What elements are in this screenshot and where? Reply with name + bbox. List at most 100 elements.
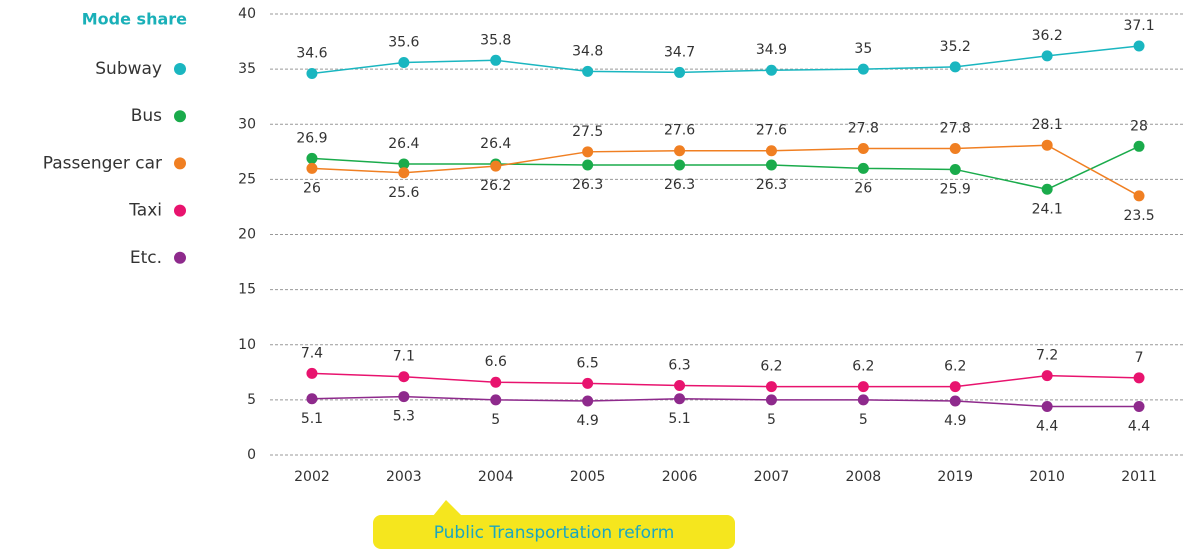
point [490,54,502,66]
y-tick-label: 40 [238,6,256,22]
legend-marker [174,251,186,264]
annotation-pointer [433,500,462,516]
y-tick-label: 5 [247,392,256,408]
data-label: 37.1 [1123,18,1154,34]
point [765,394,777,406]
legend-marker [174,63,186,75]
data-label: 35.8 [480,32,511,48]
data-label: 5.1 [301,411,323,427]
line [311,395,1140,408]
point [765,145,777,157]
point [765,381,777,393]
x-tick-label: 2004 [478,469,514,485]
x-tick-label: 2006 [662,469,698,485]
legend-marker [174,110,186,123]
point [398,167,410,179]
point [765,64,777,76]
point [674,66,686,78]
data-label: 26 [854,180,872,196]
point [857,381,869,393]
data-label: 5 [859,412,868,428]
y-tick-label: 25 [238,171,256,187]
legend-label: Subway [95,59,162,79]
data-label: 26.3 [664,177,695,193]
x-tick-label: 2011 [1121,469,1157,485]
x-tick-label: 2008 [846,469,882,485]
data-label: 34.7 [664,44,695,60]
data-label: 6.2 [760,359,782,375]
data-label: 34.9 [756,42,787,58]
point [1041,370,1053,382]
point [582,395,594,407]
point [674,159,686,171]
data-label: 6.3 [668,358,690,374]
point [582,377,594,389]
data-label: 26 [303,180,321,196]
data-label: 5 [491,412,500,428]
data-label: 6.5 [577,355,599,371]
point [490,394,502,406]
point [306,367,318,379]
point [674,145,686,157]
data-label: 26.2 [480,178,511,194]
data-label: 26.3 [572,177,603,193]
data-label: 7.2 [1036,348,1058,364]
data-label: 7.1 [393,349,415,365]
data-label: 5 [767,412,776,428]
point [398,158,410,170]
y-tick-label: 35 [238,61,256,77]
point [1041,183,1053,195]
point [1041,400,1053,412]
annotation: Public Transportation reform [434,523,675,543]
data-label: 27.6 [756,123,787,139]
line [311,145,1140,191]
x-tick-label: 2019 [937,469,973,485]
y-tick-label: 20 [238,227,256,243]
point [1041,139,1053,151]
point [306,152,318,164]
data-label: 35.6 [388,35,419,51]
data-label: 4.9 [577,413,599,429]
data-label: 25.6 [388,185,419,201]
legend-label: Etc. [130,248,162,268]
data-label: 36.2 [1032,28,1063,44]
data-label: 27.8 [848,121,879,137]
point [582,65,594,77]
point [1133,190,1145,202]
data-label: 7 [1135,350,1144,366]
data-label: 5.3 [393,409,415,425]
point [1133,372,1145,384]
data-label: 4.9 [944,413,966,429]
y-tick-label: 0 [247,447,256,463]
point [306,162,318,174]
point [949,143,961,155]
y-tick-label: 15 [238,282,256,298]
data-label: 4.4 [1036,418,1058,434]
data-label: 35 [854,41,872,57]
data-label: 24.1 [1032,201,1063,217]
point [398,391,410,403]
x-tick-label: 2010 [1029,469,1065,485]
point [490,160,502,172]
line [311,45,1140,75]
data-label: 7.4 [301,345,323,361]
point [398,57,410,69]
legend-marker [174,204,186,217]
legend-marker [174,157,186,170]
point [857,143,869,155]
point [765,159,777,171]
data-label: 34.8 [572,43,603,59]
data-label: 35.2 [940,39,971,55]
line [311,372,1140,388]
point [306,68,318,80]
point [949,61,961,73]
point [949,395,961,407]
legend-label: Taxi [128,201,162,221]
data-label: 27.6 [664,123,695,139]
data-label: 27.5 [572,124,603,140]
x-tick-label: 2007 [754,469,790,485]
x-tick-label: 2005 [570,469,606,485]
data-label: 5.1 [668,411,690,427]
data-label: 28 [1130,118,1148,134]
data-label: 26.4 [388,136,419,152]
